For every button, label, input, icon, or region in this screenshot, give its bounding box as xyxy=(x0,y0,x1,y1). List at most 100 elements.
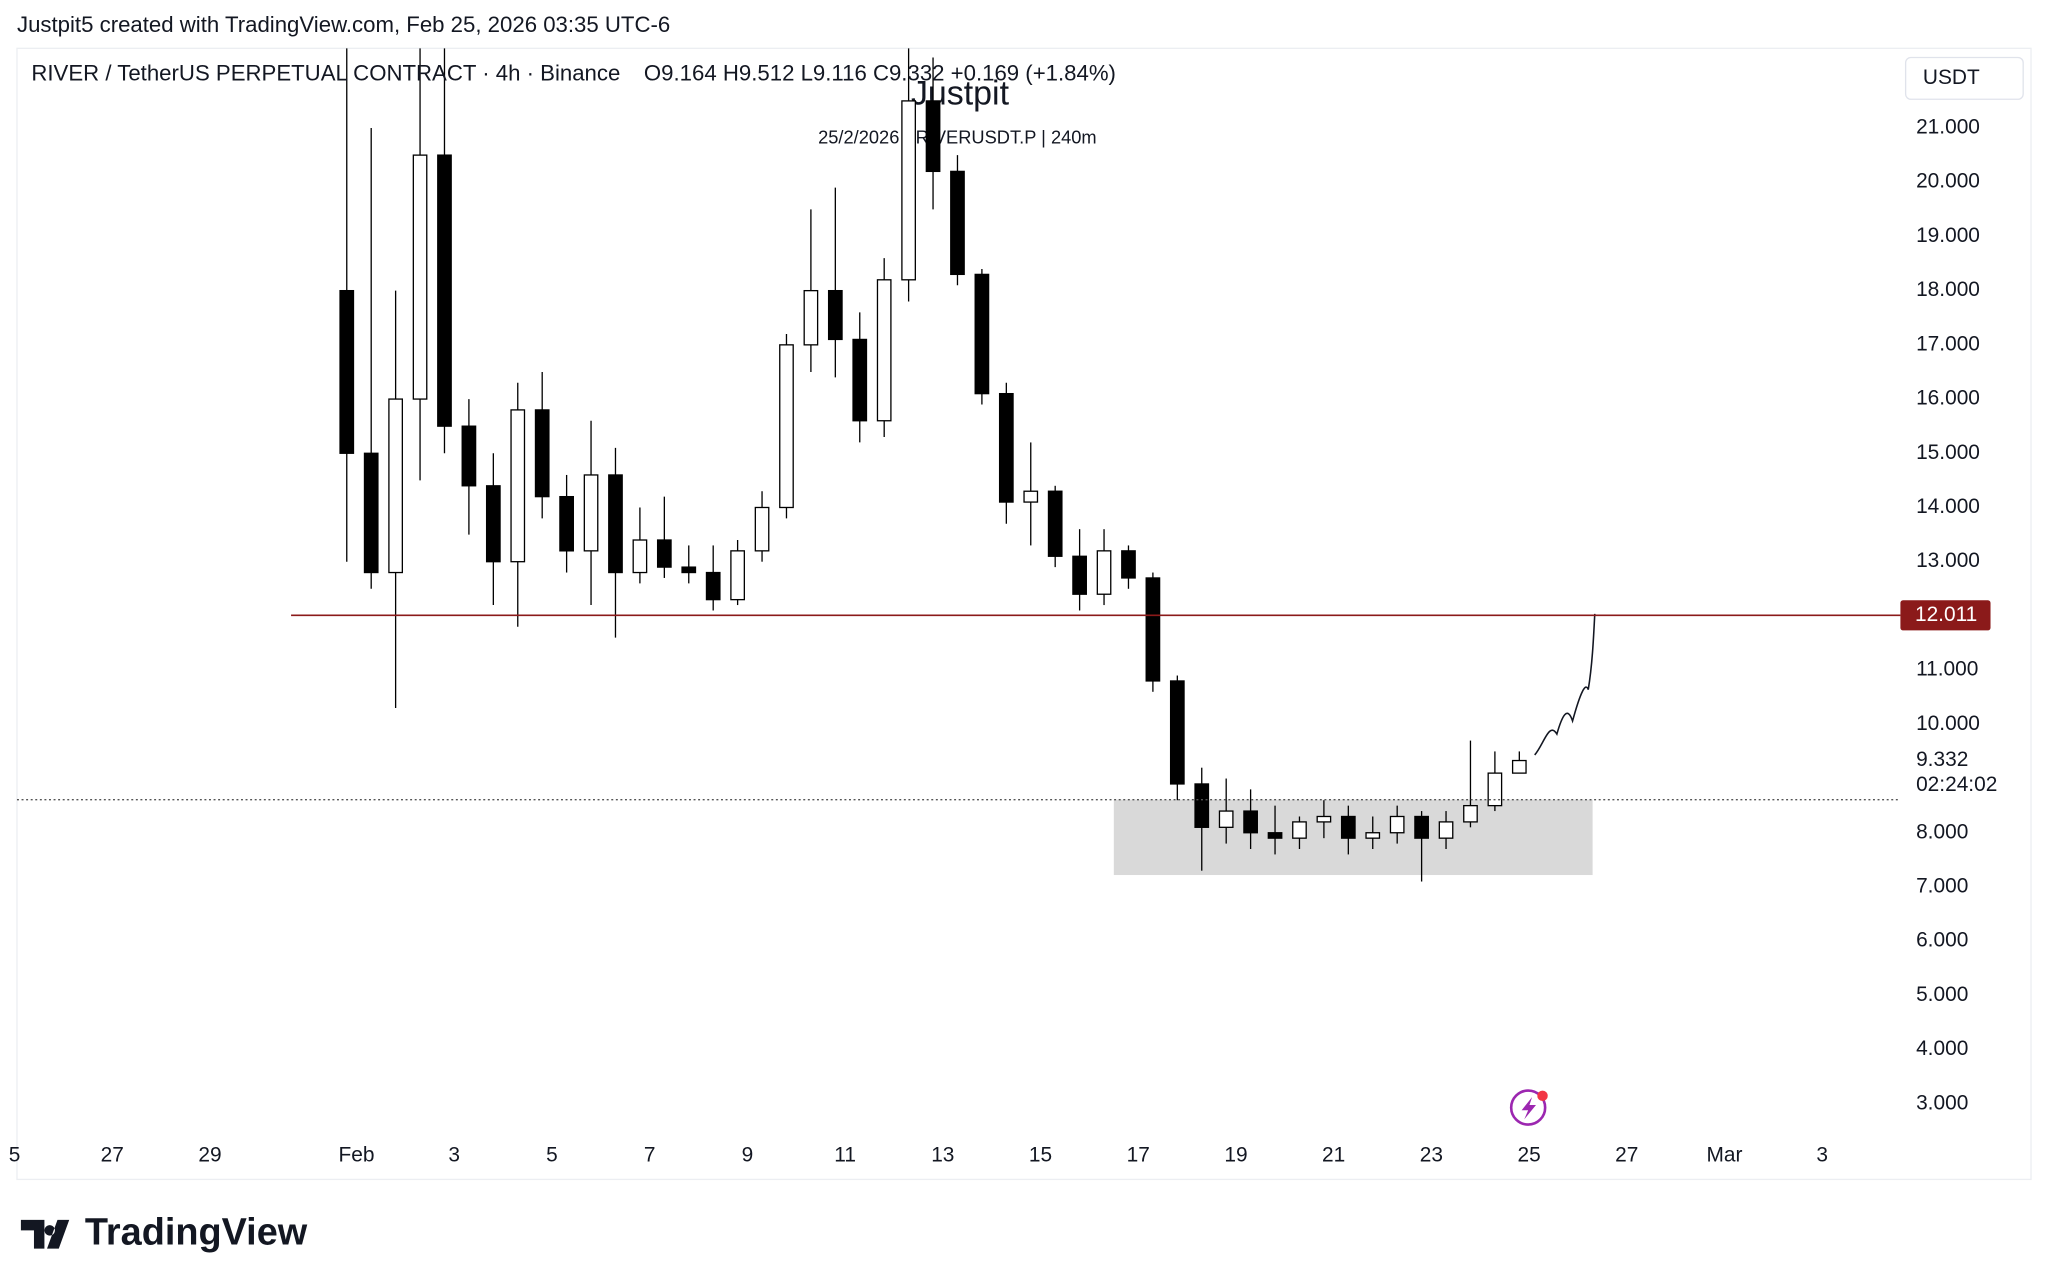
x-tick-label: 21 xyxy=(1322,1143,1345,1166)
candle-body xyxy=(461,425,477,487)
y-tick-label: 14.000 xyxy=(1916,495,1980,518)
candle-body xyxy=(705,571,721,601)
candle-body xyxy=(827,289,843,341)
candle-body xyxy=(1463,804,1478,823)
y-tick-label: 16.000 xyxy=(1916,387,1980,410)
level-label-bg xyxy=(1900,600,1991,631)
candle-body xyxy=(1194,783,1210,828)
candle-body xyxy=(730,550,745,601)
candle-body xyxy=(803,289,819,346)
symbol-title: RIVER / TetherUS PERPETUAL CONTRACT · 4h… xyxy=(31,60,620,85)
y-tick-label: 20.000 xyxy=(1916,170,1980,193)
candle-body xyxy=(1096,550,1112,595)
y-tick-label: 17.000 xyxy=(1916,332,1980,355)
x-tick-label: 7 xyxy=(644,1143,656,1166)
candle-body xyxy=(534,409,550,498)
currency-button[interactable] xyxy=(1904,56,2024,100)
candle-body xyxy=(925,100,941,173)
y-tick-label: 7.000 xyxy=(1916,874,1968,897)
candle-body xyxy=(510,409,526,563)
x-tick-label: 11 xyxy=(834,1143,856,1166)
candle-body xyxy=(852,338,868,422)
brand-name: TradingView xyxy=(85,1211,308,1253)
candle-body xyxy=(583,474,599,552)
y-tick-label: 19.000 xyxy=(1916,224,1980,247)
candle-body xyxy=(950,170,965,276)
candle-body xyxy=(1145,577,1161,682)
candle-body xyxy=(363,452,379,574)
candle-body xyxy=(1121,550,1136,579)
candle-body xyxy=(485,485,501,563)
candle-body xyxy=(1365,832,1381,839)
plot-area xyxy=(339,48,1593,882)
candle-body xyxy=(876,279,892,422)
y-tick-label: 10.000 xyxy=(1916,712,1980,735)
x-tick-label: Mar xyxy=(1707,1143,1743,1166)
candle-body xyxy=(1389,815,1405,834)
brand-mark xyxy=(20,1219,70,1249)
candle-body xyxy=(901,100,916,281)
y-tick-label: 3.000 xyxy=(1916,1091,1968,1114)
x-tick-label: 15 xyxy=(1029,1143,1052,1166)
candle-body xyxy=(388,398,403,574)
x-tick-label: 17 xyxy=(1127,1143,1150,1166)
countdown-label: 02:24:02 xyxy=(1916,773,1997,796)
x-tick-label: 29 xyxy=(198,1143,221,1166)
y-tick-label: 13.000 xyxy=(1916,549,1980,572)
brand-logo: TradingView xyxy=(20,1211,308,1253)
projection-drawing xyxy=(1534,613,1596,756)
chart-frame xyxy=(16,47,2032,1181)
x-tick-label: 23 xyxy=(1420,1143,1443,1166)
attribution: Justpit5 created with TradingView.com, F… xyxy=(17,12,670,37)
candle-body xyxy=(1243,810,1258,834)
level-label: 12.011 xyxy=(1915,603,1977,626)
y-tick-label: 6.000 xyxy=(1916,929,1968,952)
x-tick-label: 5 xyxy=(546,1143,558,1166)
x-tick-label: 25 xyxy=(1517,1143,1540,1166)
candle-body xyxy=(437,154,452,427)
x-tick-label: Feb xyxy=(339,1143,375,1166)
y-tick-label: 18.000 xyxy=(1916,278,1980,301)
candle-body xyxy=(1511,759,1527,774)
currency-label[interactable]: USDT xyxy=(1923,66,1980,89)
alert-bolt[interactable] xyxy=(1521,1097,1536,1120)
candle-body xyxy=(1414,815,1429,839)
candle-body xyxy=(1438,821,1454,839)
candle-body xyxy=(412,154,428,400)
candle-body xyxy=(1218,810,1234,828)
candle-body xyxy=(1316,815,1332,823)
x-tick-label: 3 xyxy=(448,1143,460,1166)
candle-body xyxy=(1292,821,1307,839)
y-tick-label: 21.000 xyxy=(1916,116,1980,139)
alert-circle[interactable] xyxy=(1509,1089,1547,1126)
candle-body xyxy=(1072,555,1087,595)
candle-body xyxy=(779,344,794,509)
candle-body xyxy=(754,506,770,552)
alert-icon[interactable] xyxy=(1509,1089,1548,1126)
candle-body xyxy=(608,474,623,574)
candle-body xyxy=(681,566,697,574)
candle-body xyxy=(1487,772,1503,807)
y-tick-label: 8.000 xyxy=(1916,820,1968,843)
candle-body xyxy=(1169,680,1185,785)
x-tick-label: 27 xyxy=(1615,1143,1638,1166)
x-tick-label: 3 xyxy=(1816,1143,1828,1166)
candle-body xyxy=(339,289,355,454)
y-tick-label: 4.000 xyxy=(1916,1037,1968,1060)
ohlc-legend: O9.164 H9.512 L9.116 C9.332 +0.169 (+1.8… xyxy=(644,60,1116,85)
y-tick-label: 11.000 xyxy=(1916,658,1978,681)
y-tick-label: 5.000 xyxy=(1916,983,1968,1006)
alert-dot[interactable] xyxy=(1537,1090,1548,1102)
last-price-label: 9.332 xyxy=(1916,748,1968,771)
x-tick-label: 27 xyxy=(101,1143,124,1166)
candle-body xyxy=(1023,490,1039,503)
y-tick-label: 15.000 xyxy=(1916,441,1980,464)
x-tick-label: 5 xyxy=(9,1143,21,1166)
candle-body xyxy=(656,539,672,568)
x-tick-label: 9 xyxy=(742,1143,754,1166)
candle-body xyxy=(632,539,648,574)
candle-body xyxy=(1340,815,1356,839)
candle-body xyxy=(559,495,574,552)
